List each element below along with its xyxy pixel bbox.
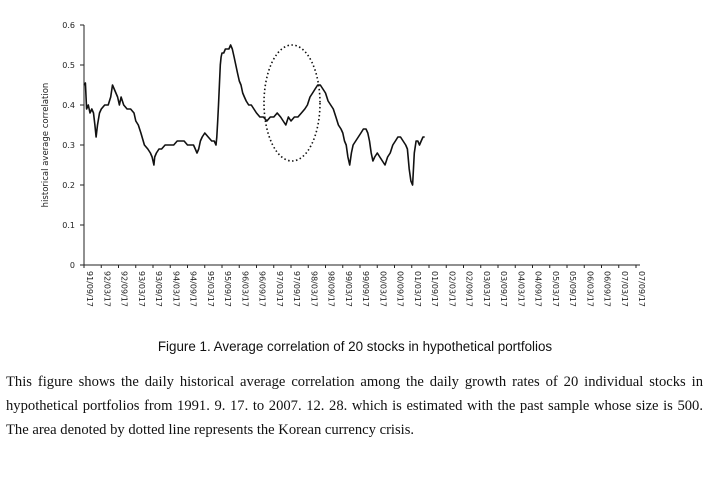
x-tick-label: 99/03/17 [344,271,353,307]
x-tick-label: 07/09/17 [637,271,646,307]
figure-caption: Figure 1. Average correlation of 20 stoc… [157,339,553,354]
x-axis: 91/09/17 92/03/17 92/09/17 93/03/17 93/09/17… [83,264,646,307]
correlation-chart: 0 0.1 0.2 0.3 0.4 0.5 0.6 91/09/17 92/03/17 92/0… [41,21,646,307]
x-tick-label: 97/09/17 [292,271,301,307]
x-tick-label: 96/09/17 [258,271,267,307]
x-tick-label: 06/03/17 [585,271,594,307]
x-tick-label: 93/03/17 [137,271,146,307]
x-tick-label: 95/09/17 [223,271,232,307]
x-tick-label: 94/09/17 [189,271,198,307]
x-tick-label: 03/09/17 [499,271,508,307]
x-tick-label: 97/03/17 [275,271,284,307]
x-tick-label: 91/09/17 [85,271,94,307]
x-tick-label: 00/03/17 [378,271,387,307]
x-tick-label: 00/09/17 [396,271,405,307]
y-tick-label: 0.3 [62,141,75,150]
y-tick-label: 0.2 [62,181,75,190]
x-tick-label: 03/03/17 [482,271,491,307]
currency-crisis-ellipse [263,44,321,162]
y-axis-label: historical average correlation [41,83,51,208]
x-tick-label: 05/03/17 [551,271,560,307]
x-tick-label: 04/09/17 [534,271,543,307]
y-tick-label: 0.6 [62,21,75,30]
x-tick-label: 98/03/17 [309,271,318,307]
x-tick-label: 94/03/17 [171,271,180,307]
x-tick-label: 92/03/17 [102,271,111,307]
x-tick-label: 02/09/17 [465,271,474,307]
y-tick-label: 0.5 [62,61,75,70]
y-tick-label: 0 [70,261,75,270]
x-tick-label: 07/03/17 [620,271,629,307]
x-tick-label: 95/03/17 [206,271,215,307]
x-tick-label: 01/09/17 [430,271,439,307]
x-tick-label: 04/03/17 [516,271,525,307]
figure-description: This figure shows the daily historical a… [6,374,703,438]
x-tick-label: 92/09/17 [120,271,129,307]
x-tick-label: 06/09/17 [603,271,612,307]
y-tick-label: 0.4 [62,101,75,110]
x-tick-label: 05/09/17 [568,271,577,307]
x-tick-label: 98/09/17 [327,271,336,307]
y-tick-label: 0.1 [62,221,75,230]
x-tick-label: 96/03/17 [240,271,249,307]
y-axis: 0 0.1 0.2 0.3 0.4 0.5 0.6 [62,21,85,270]
x-tick-label: 01/03/17 [413,271,422,307]
x-tick-label: 93/09/17 [154,271,163,307]
series-line [83,44,425,186]
x-tick-label: 99/09/17 [361,271,370,307]
x-tick-label: 02/03/17 [447,271,456,307]
